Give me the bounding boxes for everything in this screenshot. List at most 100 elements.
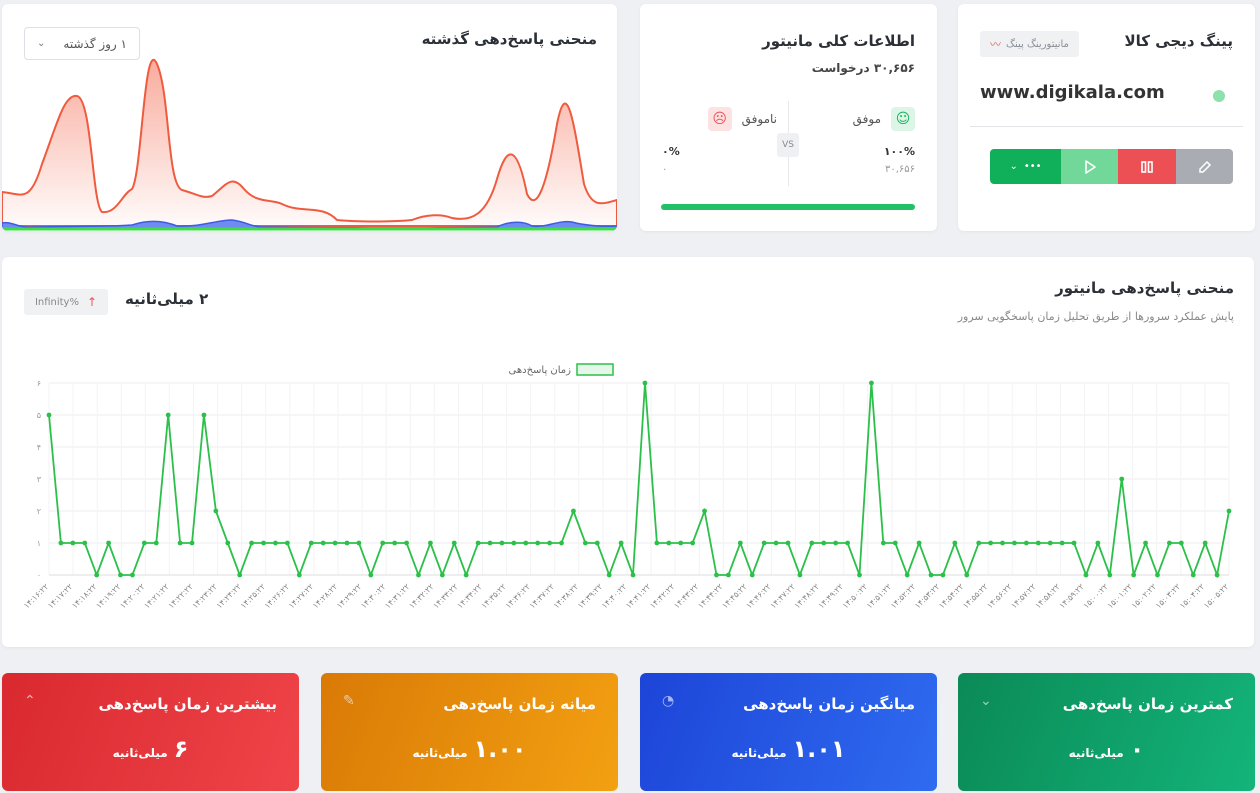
data-point [439,572,445,578]
min-unit: میلی‌ثانیه [1068,746,1124,760]
data-point [821,540,827,546]
success-progress-bar [661,204,915,210]
past-response-card: منحنی پاسخ‌دهی گذشته ۱ روز گذشته ⌄ [2,4,617,231]
data-point [356,540,362,546]
gauge-icon: ◔ [662,693,675,709]
median-response-card: میانه زمان پاسخ‌دهی ✎ ۱.۰۰ میلی‌ثانیه [321,673,618,791]
median-unit: میلی‌ثانیه [412,746,468,760]
data-point [904,572,910,578]
play-button[interactable] [1061,149,1118,184]
more-actions-button[interactable]: ⌄ ••• [990,149,1061,184]
min-value: ۰ [1129,735,1145,763]
x-tick-label: ۱۴:۳۸:۲۲ [552,582,580,610]
data-point [1095,540,1101,546]
max-label: بیشترین زمان پاسخ‌دهی [98,695,277,713]
x-tick-label: ۱۴:۲۶:۲۲ [263,582,291,610]
x-tick-label: ۱۴:۴۲:۲۲ [648,582,676,610]
fail-percent: ۰% [662,145,680,158]
success-label: موفق [852,112,881,126]
x-tick-label: ۱۴:۲۹:۲۲ [335,582,363,610]
data-point [249,540,255,546]
y-tick-label: ۱ [37,539,41,548]
data-point [523,540,529,546]
pause-button[interactable] [1118,149,1176,184]
data-point [809,540,815,546]
x-tick-label: ۱۴:۱۷:۲۲ [46,582,74,610]
data-point [678,540,684,546]
divider [970,126,1243,127]
past-red-area [2,59,617,227]
data-point [463,572,469,578]
data-point [845,540,850,546]
fail-count: ۰ [662,164,668,175]
data-point [213,508,219,514]
data-point [499,540,505,546]
data-point [737,540,743,546]
monitor-title: پینگ دیجی کالا [1124,32,1233,50]
request-count: ۳۰,۶۵۶ درخواست [811,61,915,75]
pause-icon [1141,160,1153,173]
data-point [141,540,147,546]
data-point [952,540,958,546]
data-point [594,540,600,546]
data-point [833,540,839,546]
data-point [201,412,207,418]
sad-icon: ☹ [707,107,732,131]
x-tick-label: ۱۴:۲۳:۲۲ [191,582,219,610]
data-point [261,540,266,546]
data-point [749,572,755,578]
data-point [1071,540,1077,546]
data-point [296,572,302,578]
time-range-select[interactable]: ۱ روز گذشته ⌄ [24,27,140,60]
data-point [928,572,934,578]
data-point [1155,572,1160,578]
data-point [1226,508,1232,514]
edit-icon [1198,160,1211,173]
data-point [82,540,88,546]
data-point [237,572,243,578]
x-tick-label: ۱۴:۴۷:۲۲ [769,582,797,610]
x-tick-label: ۱۴:۲۲:۲۲ [166,582,194,610]
data-point [618,540,624,546]
data-point [857,572,862,578]
data-point [916,540,922,546]
badge-label: مانیتورینگ پینگ [1006,38,1069,50]
fail-stats: ☹ ناموفق ۰% ۰ [662,107,777,175]
data-point [106,540,111,546]
time-range-value: ۱ روز گذشته [63,36,127,51]
data-point [690,540,696,546]
past-blue-area [2,219,617,230]
x-tick-label: ۱۴:۲۵:۲۲ [239,582,267,610]
data-point [714,572,719,578]
data-point [1012,540,1017,546]
data-point [547,540,553,546]
success-stats: ☺ موفق ۱۰۰% ۳۰,۶۵۶ [800,107,915,175]
data-point [153,540,159,546]
x-tick-label: ۱۴:۵۹:۲۲ [1058,582,1086,610]
x-tick-label: ۱۴:۵۱:۲۲ [865,582,893,610]
data-point [797,572,803,578]
x-tick-label: ۱۴:۵۰:۲۲ [841,582,869,610]
edit-button[interactable] [1176,149,1233,184]
legend-swatch [576,363,614,376]
x-tick-label: ۱۴:۳۰:۲۲ [359,582,387,610]
change-badge: Infinity% ↑ [24,289,108,315]
x-tick-label: ۱۴:۵۸:۲۲ [1033,582,1061,610]
vs-badge: VS [777,133,799,157]
chevron-up-icon: ⌃ [24,693,36,709]
median-label: میانه زمان پاسخ‌دهی [443,695,596,713]
x-tick-label: ۱۴:۵۵:۲۲ [961,582,989,610]
pencil-icon: ✎ [343,693,355,709]
more-label: ••• [1023,161,1042,172]
data-point [380,540,386,546]
chevron-down-icon: ⌄ [1009,161,1018,172]
x-tick-label: ۱۵:۰۰:۲۲ [1082,582,1110,610]
max-value: ۶ [173,735,189,763]
data-point [559,540,564,546]
y-tick-label: ۲ [37,507,41,516]
x-tick-label: ۱۴:۵۳:۲۲ [913,582,941,610]
overview-title: اطلاعات کلی مانیتور [762,32,915,50]
data-point [1083,572,1089,578]
avg-unit: میلی‌ثانیه [731,746,787,760]
y-tick-label: ۰ [37,571,41,580]
